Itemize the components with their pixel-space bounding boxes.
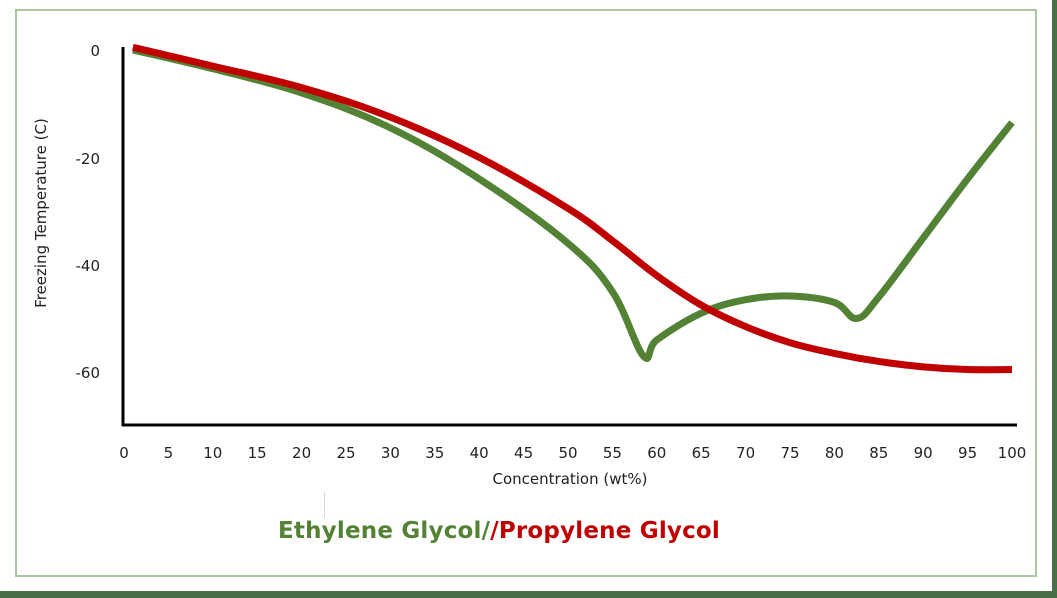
x-tick-labels: 0 5 10 15 20 25 30 35 40 45 50 55 60 65 70 75 80 85 90 95 10…	[119, 444, 1026, 462]
x-tick: 80	[825, 444, 844, 462]
x-tick: 40	[470, 444, 489, 462]
x-tick: 85	[869, 444, 888, 462]
x-tick: 50	[558, 444, 577, 462]
y-tick: -40	[76, 257, 101, 275]
window-edge-bottom	[0, 591, 1057, 598]
y-tick: 0	[90, 42, 100, 60]
x-tick: 10	[203, 444, 222, 462]
legend: Ethylene Glycol//Propylene Glycol	[278, 518, 720, 544]
y-tick: -20	[76, 150, 101, 168]
x-tick: 70	[736, 444, 755, 462]
x-tick: 95	[958, 444, 977, 462]
chart-frame	[15, 9, 1037, 577]
x-tick: 55	[603, 444, 622, 462]
x-tick: 25	[336, 444, 355, 462]
legend-ethylene-glycol: Ethylene Glycol/	[278, 518, 491, 544]
x-tick: 35	[425, 444, 444, 462]
x-tick: 15	[248, 444, 267, 462]
x-tick: 90	[914, 444, 933, 462]
window-edge-right	[1052, 0, 1057, 598]
y-tick: -60	[76, 364, 101, 382]
legend-propylene-glycol: /Propylene Glycol	[490, 518, 721, 544]
y-axis-title: Freezing Temperature (C)	[32, 118, 50, 308]
x-tick: 5	[164, 444, 174, 462]
x-tick: 60	[647, 444, 666, 462]
x-tick: 30	[381, 444, 400, 462]
ethylene-glycol-line	[132, 46, 1015, 362]
x-tick: 75	[780, 444, 799, 462]
x-tick: 0	[119, 444, 129, 462]
text-cursor-mark	[324, 492, 325, 518]
x-tick: 45	[514, 444, 533, 462]
x-axis-title: Concentration (wt%)	[493, 470, 648, 488]
propylene-glycol-line	[132, 43, 1013, 374]
x-tick: 100	[998, 444, 1027, 462]
x-tick: 20	[292, 444, 311, 462]
x-tick: 65	[692, 444, 711, 462]
y-tick-labels: 0 -20 -40 -60	[76, 42, 101, 382]
